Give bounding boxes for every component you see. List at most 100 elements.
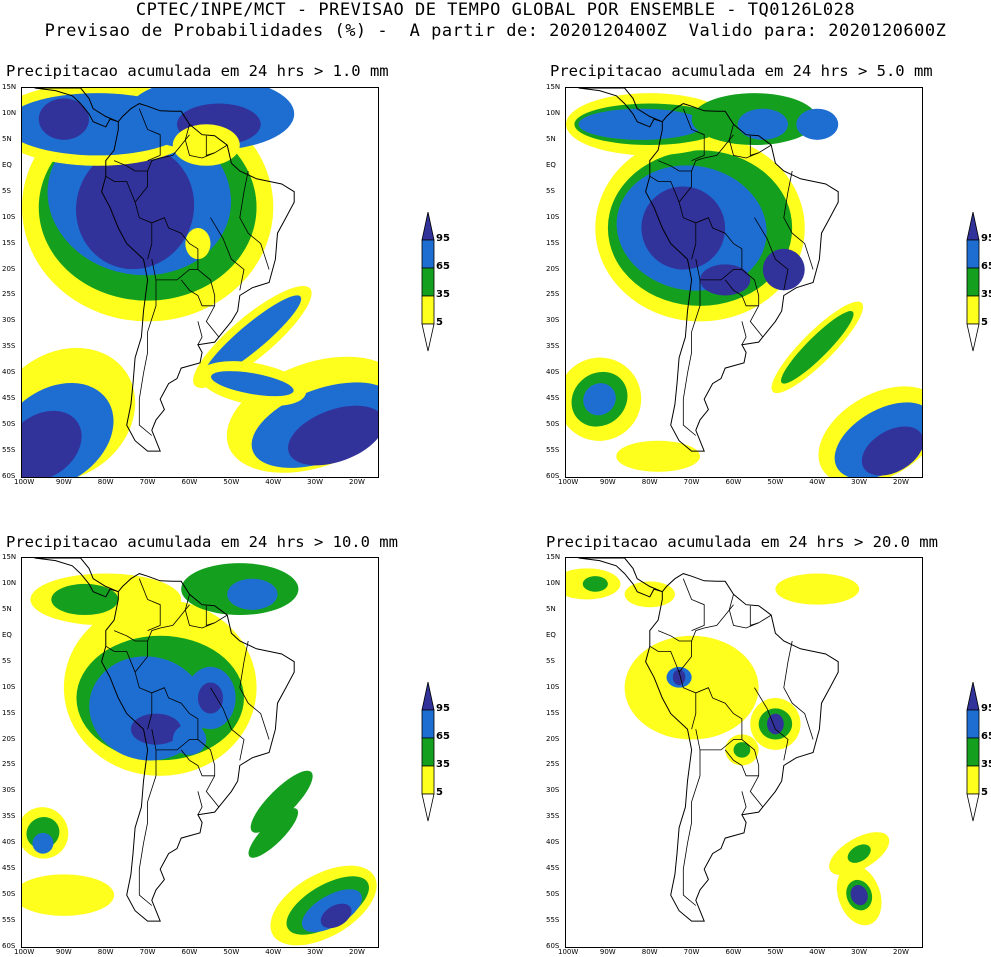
lat-tick-label: 40S [2, 838, 16, 847]
colorbar-segment-blue [421, 239, 435, 269]
lat-tick-label: 20S [546, 264, 560, 273]
country-border [134, 604, 220, 808]
lat-tick-label: 5N [2, 134, 12, 143]
lat-tick-label: 10N [2, 578, 17, 587]
lat-tick-label: 5N [546, 604, 556, 613]
panel-title-1mm: Precipitacao acumulada em 24 hrs > 1.0 m… [6, 62, 389, 80]
colorbar-label: 65 [436, 731, 450, 742]
lon-tick-label: 20W [349, 948, 365, 956]
country-border [649, 645, 680, 673]
lon-tick-label: 20W [893, 478, 909, 486]
colorbar [421, 212, 435, 352]
map-panel-20mm [565, 557, 923, 948]
colorbar-segment-green [966, 267, 980, 297]
country-border [239, 640, 270, 740]
probability-area-blue [227, 578, 278, 610]
lat-tick-label: 20S [2, 734, 16, 743]
country-border [691, 222, 697, 260]
colorbar [966, 212, 980, 352]
country-border [205, 605, 215, 626]
country-border [783, 170, 814, 270]
lat-tick-label: 50S [2, 890, 16, 899]
country-border [210, 217, 245, 291]
lat-tick-label: 10S [546, 212, 560, 221]
lat-tick-label: 30S [546, 786, 560, 795]
lat-tick-label: 25S [2, 760, 16, 769]
lon-tick-label: 50W [223, 478, 240, 486]
lat-tick-label: 60S [546, 942, 560, 950]
probability-area-blue [203, 295, 302, 379]
lon-tick-label: 60W [181, 478, 198, 486]
lon-tick-label: 80W [97, 478, 114, 486]
country-border [138, 578, 161, 631]
lat-tick-label: 30S [2, 786, 16, 795]
colorbar-segment-white [421, 793, 435, 822]
lon-tick-label: 90W [55, 948, 72, 956]
lon-tick-label: 60W [725, 948, 742, 956]
lat-tick-label: 25S [2, 290, 16, 299]
lon-tick-label: 100W [14, 478, 35, 486]
probability-area-green [847, 844, 871, 863]
figure-title: CPTEC/INPE/MCT - PREVISAO DE TEMPO GLOBA… [135, 0, 856, 20]
colorbar-label: 95 [436, 233, 450, 244]
colorbar-label: 35 [981, 289, 991, 300]
lon-tick-label: 30W [851, 948, 868, 956]
colorbar-segment-navy [966, 212, 980, 241]
lat-tick-label: 30S [2, 316, 16, 325]
colorbar-label: 5 [981, 787, 988, 798]
lat-tick-label: 55S [546, 916, 560, 925]
country-border [197, 791, 203, 815]
country-border [113, 630, 148, 642]
lat-tick-label: 35S [2, 812, 16, 821]
lon-tick-label: 100W [558, 948, 579, 956]
probability-area-navy [861, 426, 922, 476]
country-border [239, 170, 270, 270]
country-border [728, 124, 772, 159]
lon-tick-label: 100W [558, 478, 579, 486]
country-border [691, 692, 697, 730]
lat-tick-label: 45S [546, 864, 560, 873]
probability-area-blue [32, 832, 54, 854]
probability-area-navy [767, 713, 784, 735]
colorbar-segment-green [966, 737, 980, 767]
lon-tick-label: 50W [223, 948, 240, 956]
probability-area-navy [130, 713, 182, 745]
lat-tick-label: 15S [546, 238, 560, 247]
coastline [34, 88, 295, 452]
map-panel-10mm [21, 557, 379, 948]
probability-area-green [582, 576, 608, 592]
lon-tick-label: 80W [641, 478, 658, 486]
lat-tick-label: 45S [2, 864, 16, 873]
lat-tick-label: 55S [2, 916, 16, 925]
probability-area-yellow [22, 874, 115, 916]
lat-tick-label: 20S [546, 734, 560, 743]
colorbar-label: 35 [436, 289, 450, 300]
colorbar-segment-white [421, 323, 435, 352]
country-border [749, 605, 759, 626]
country-border [695, 259, 742, 281]
colorbar-segment-yellow [421, 295, 435, 325]
probability-area-navy [288, 405, 378, 466]
lat-tick-label: 45S [2, 394, 16, 403]
colorbar-segment-blue [966, 239, 980, 269]
lat-tick-label: 10N [546, 108, 561, 117]
lon-tick-label: 30W [851, 478, 868, 486]
colorbar-label: 5 [981, 317, 988, 328]
colorbar-segment-navy [966, 682, 980, 711]
colorbar-label: 35 [436, 759, 450, 770]
colorbar-segment-white [966, 323, 980, 352]
probability-area-navy [320, 903, 352, 929]
lat-tick-label: 15S [546, 708, 560, 717]
lat-tick-label: 25S [546, 760, 560, 769]
country-border [783, 640, 814, 740]
lat-tick-label: 30S [546, 316, 560, 325]
lon-tick-label: 30W [307, 478, 324, 486]
country-border [649, 175, 680, 203]
country-border [138, 108, 161, 161]
colorbar-segment-blue [966, 709, 980, 739]
probability-area-yellow [624, 635, 759, 740]
colorbar-label: 35 [981, 759, 991, 770]
probability-area-yellow [185, 228, 211, 260]
probability-area-blue [737, 108, 788, 140]
lat-tick-label: 60S [546, 472, 560, 480]
